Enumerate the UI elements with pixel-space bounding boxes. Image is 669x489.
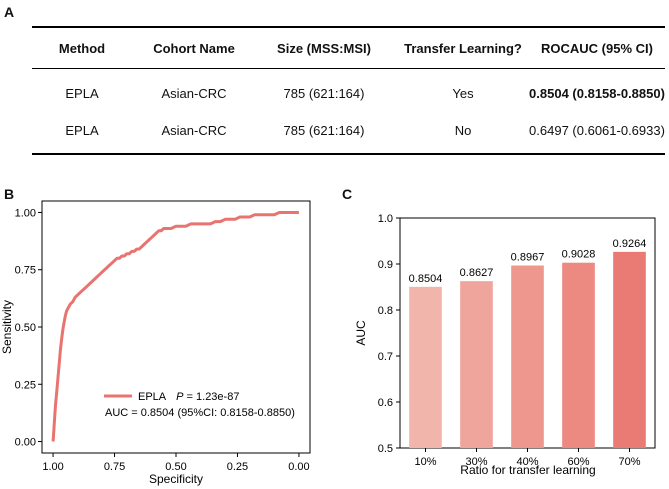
table-bottom-rule bbox=[32, 153, 665, 155]
roc-xlabel: Specificity bbox=[149, 472, 203, 486]
roc-legend-p: P bbox=[176, 391, 184, 403]
roc-xtick-label: 0.75 bbox=[104, 461, 125, 473]
bar-ytick-label: 0.8 bbox=[378, 305, 393, 317]
roc-ytick-label: 0.00 bbox=[15, 437, 36, 449]
roc-xtick-label: 0.00 bbox=[288, 461, 309, 473]
table-row-2-size: 785 (621:164) bbox=[283, 123, 365, 138]
bar-ylabel: AUC bbox=[354, 320, 368, 346]
roc-legend-auc: AUC = 0.8504 (95%CI: 0.8158-0.8850) bbox=[105, 407, 295, 419]
bar-xlabel: Ratio for transfer learning bbox=[460, 463, 595, 477]
panel-label-a: A bbox=[4, 4, 15, 20]
bar-category-label: 60% bbox=[567, 456, 589, 468]
table-row-1-rocauc: 0.8504 (0.8158-0.8850) bbox=[529, 86, 665, 101]
bar-value-label: 0.8627 bbox=[460, 267, 494, 279]
auc-bar-chart: 0.5 0.6 0.7 0.8 0.9 1.0 0.8504 10% 0.8627 30% 0.8… bbox=[354, 213, 656, 477]
table-header-rule bbox=[32, 68, 665, 69]
table-header-transfer: Transfer Learning? bbox=[404, 41, 522, 56]
bar-ytick-label: 0.5 bbox=[378, 443, 393, 455]
table-header-method: Method bbox=[58, 41, 106, 56]
table-top-rule bbox=[32, 26, 665, 28]
bar-40pct bbox=[511, 265, 544, 448]
bar-value-label: 0.8967 bbox=[511, 252, 545, 264]
roc-chart: 0.00 0.25 0.50 0.75 1.00 1.00 0.75 0.50 0.25 0.0… bbox=[0, 200, 311, 486]
bar-ytick-label: 0.9 bbox=[378, 259, 393, 271]
bar-category-label: 70% bbox=[618, 456, 640, 468]
roc-ytick-label: 0.50 bbox=[15, 322, 36, 334]
bar-value-label: 0.9264 bbox=[613, 238, 647, 250]
roc-ylabel: Sensitivity bbox=[0, 300, 14, 354]
bar-30pct bbox=[460, 281, 493, 448]
roc-legend: EPLA P = 1.23e-87 AUC = 0.8504 (95%CI: 0.… bbox=[104, 391, 295, 419]
roc-ytick-label: 0.75 bbox=[15, 265, 36, 277]
table-row-1-method: EPLA bbox=[65, 86, 99, 101]
panel-label-b: B bbox=[4, 186, 15, 202]
bar-value-label: 0.8504 bbox=[409, 273, 443, 285]
table-header-cohort: Cohort Name bbox=[153, 41, 235, 56]
roc-ytick-label: 1.00 bbox=[15, 207, 36, 219]
table-row-2-rocauc: 0.6497 (0.6061-0.6933) bbox=[529, 123, 665, 138]
bar-category-label: 10% bbox=[414, 456, 436, 468]
bar-category-label: 30% bbox=[465, 456, 487, 468]
roc-legend-pvalue: = 1.23e-87 bbox=[183, 391, 239, 403]
table-header-size: Size (MSS:MSI) bbox=[277, 41, 371, 56]
table-row-1-transfer: Yes bbox=[452, 86, 474, 101]
bar-ytick-label: 1.0 bbox=[378, 213, 393, 225]
bar-70pct bbox=[613, 251, 646, 448]
table-row-2-method: EPLA bbox=[65, 123, 99, 138]
roc-legend-name: EPLA bbox=[138, 391, 167, 403]
table-row-1-size: 785 (621:164) bbox=[283, 86, 365, 101]
roc-curve-epla bbox=[51, 211, 299, 442]
roc-xtick-label: 0.25 bbox=[227, 461, 248, 473]
bar-ytick-label: 0.6 bbox=[378, 397, 393, 409]
table-row-1-cohort: Asian-CRC bbox=[161, 86, 227, 101]
bar-10pct bbox=[409, 286, 442, 448]
table-row-2-transfer: No bbox=[454, 123, 472, 138]
roc-ytick-label: 0.25 bbox=[15, 379, 36, 391]
bar-value-label: 0.9028 bbox=[562, 249, 596, 261]
bar-60pct bbox=[562, 262, 595, 448]
roc-legend-label: EPLA P = 1.23e-87 bbox=[138, 391, 239, 403]
table-header-rocauc: ROCAUC (95% CI) bbox=[541, 41, 653, 56]
panel-label-c: C bbox=[342, 186, 353, 202]
roc-xtick-label: 0.50 bbox=[165, 461, 186, 473]
table-row-2-cohort: Asian-CRC bbox=[161, 123, 227, 138]
roc-xtick-label: 1.00 bbox=[42, 461, 63, 473]
bar-category-label: 40% bbox=[516, 456, 538, 468]
bar-ytick-label: 0.7 bbox=[378, 351, 393, 363]
